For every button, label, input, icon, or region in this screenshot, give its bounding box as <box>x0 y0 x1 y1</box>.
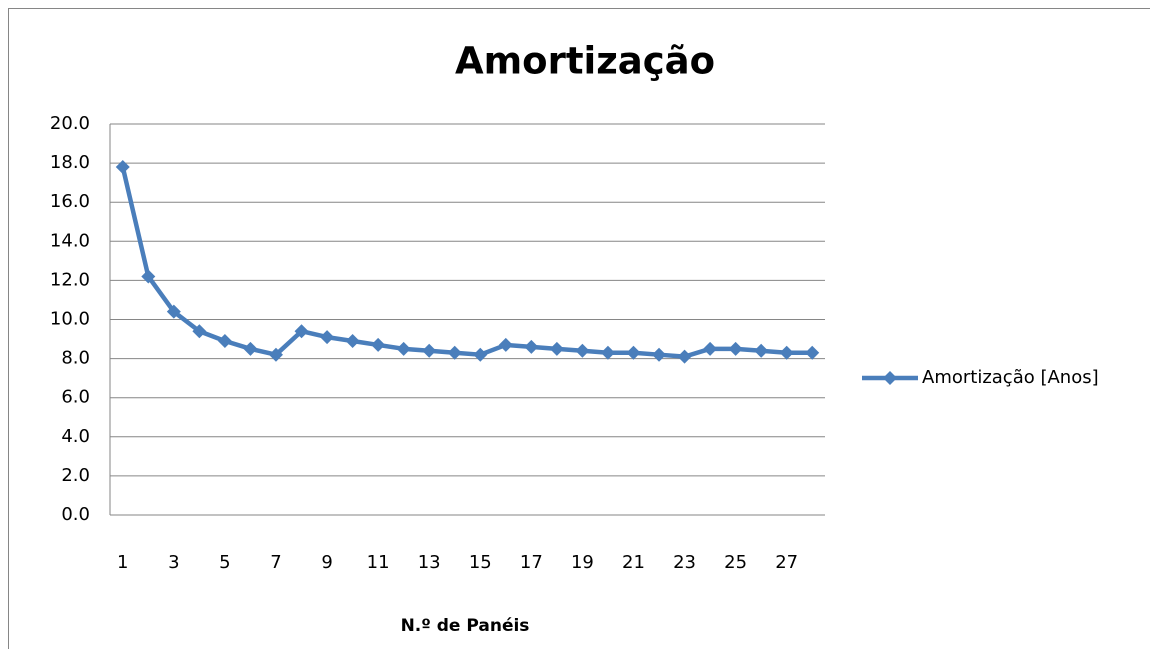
x-tick-label: 3 <box>168 552 179 573</box>
y-tick-label: 14.0 <box>50 230 90 251</box>
data-point <box>141 269 156 284</box>
x-tick-label: 13 <box>418 552 441 573</box>
data-point <box>371 337 386 352</box>
data-point <box>703 341 718 356</box>
x-tick-label: 23 <box>673 552 696 573</box>
data-point <box>575 343 590 358</box>
y-tick-label: 20.0 <box>50 113 90 134</box>
y-tick-label: 0.0 <box>61 504 90 525</box>
data-point <box>243 341 258 356</box>
x-tick-label: 25 <box>724 552 747 573</box>
data-point <box>294 324 309 339</box>
legend-label: Amortização [Anos] <box>922 367 1099 388</box>
data-point <box>754 343 769 358</box>
series-line <box>120 166 813 359</box>
data-point <box>549 341 564 356</box>
data-point <box>217 334 232 349</box>
data-point <box>422 343 437 358</box>
data-point <box>268 347 283 362</box>
y-tick-label: 6.0 <box>61 387 90 408</box>
x-tick-label: 21 <box>622 552 645 573</box>
x-tick-label: 9 <box>321 552 332 573</box>
x-tick-label: 7 <box>270 552 281 573</box>
y-tick-label: 16.0 <box>50 191 90 212</box>
y-tick-label: 18.0 <box>50 152 90 173</box>
data-point <box>626 345 641 360</box>
data-point <box>115 160 130 175</box>
data-point <box>524 339 539 354</box>
x-tick-label: 17 <box>520 552 543 573</box>
data-point <box>600 345 615 360</box>
x-tick-label: 15 <box>469 552 492 573</box>
x-tick-label: 27 <box>775 552 798 573</box>
data-point <box>166 304 181 319</box>
data-point <box>473 347 488 362</box>
y-tick-label: 4.0 <box>61 426 90 447</box>
data-point <box>396 341 411 356</box>
data-point <box>652 347 667 362</box>
x-tick-label: 5 <box>219 552 230 573</box>
x-axis-title: N.º de Panéis <box>401 616 530 636</box>
data-point <box>192 324 207 339</box>
x-tick-label: 1 <box>117 552 128 573</box>
y-tick-label: 10.0 <box>50 309 90 330</box>
data-point <box>498 337 513 352</box>
data-point <box>345 334 360 349</box>
data-point <box>447 345 462 360</box>
y-tick-label: 8.0 <box>61 348 90 369</box>
data-point <box>677 349 692 364</box>
data-point <box>805 345 820 360</box>
y-tick-label: 2.0 <box>61 465 90 486</box>
chart-title: Amortização <box>455 40 715 83</box>
x-tick-label: 19 <box>571 552 594 573</box>
data-point <box>728 341 743 356</box>
data-point <box>320 330 335 345</box>
legend-marker <box>883 371 897 385</box>
data-point <box>779 345 794 360</box>
y-tick-label: 12.0 <box>50 269 90 290</box>
x-tick-label: 11 <box>367 552 390 573</box>
